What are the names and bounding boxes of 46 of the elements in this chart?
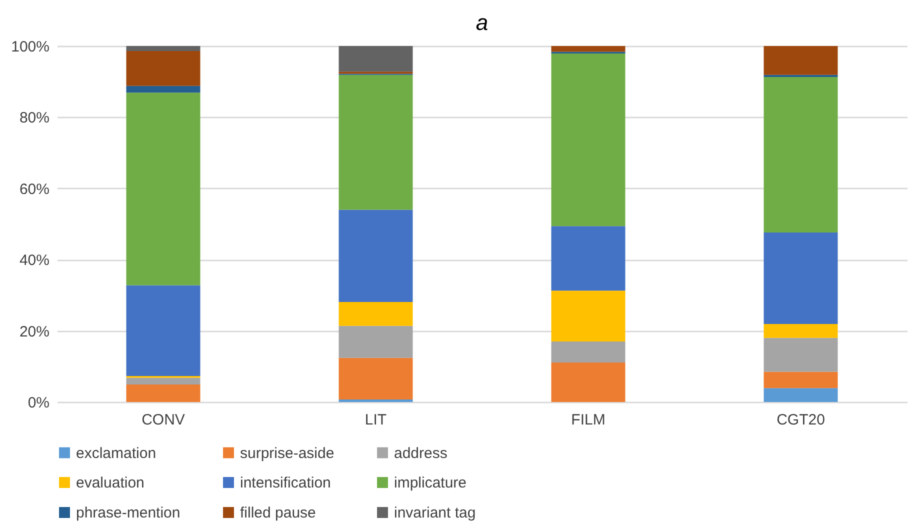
x-tick-label: CONV xyxy=(142,412,185,428)
bar xyxy=(764,388,838,402)
bar xyxy=(551,290,626,342)
y-tick-label: 80% xyxy=(19,110,50,127)
bar xyxy=(338,46,413,72)
bar xyxy=(764,76,838,233)
bar xyxy=(338,326,413,358)
bar xyxy=(551,53,626,226)
bar xyxy=(126,86,200,93)
legend-label: surprise-aside xyxy=(240,444,334,462)
bar xyxy=(338,74,413,210)
legend-label: address xyxy=(394,444,448,462)
bar xyxy=(551,46,626,52)
bar xyxy=(764,372,838,388)
legend-label: exclamation xyxy=(76,444,156,462)
legend-label: implicature xyxy=(394,474,467,492)
bar xyxy=(126,92,200,286)
x-tick-label: FILM xyxy=(571,412,606,428)
bar xyxy=(338,302,413,326)
chart-title: a xyxy=(476,10,488,35)
bar xyxy=(338,210,413,302)
y-tick-label: 60% xyxy=(19,180,50,198)
bar xyxy=(126,46,200,51)
y-tick-label: 0% xyxy=(28,394,50,412)
bar xyxy=(126,378,200,385)
bar xyxy=(551,226,626,291)
bar xyxy=(126,285,200,376)
legend-label: phrase-mention xyxy=(76,504,180,522)
x-tick-label: LIT xyxy=(364,412,387,428)
bar xyxy=(551,362,626,402)
bar xyxy=(338,358,413,400)
bar xyxy=(764,338,838,372)
bar xyxy=(126,384,200,402)
y-tick-label: 40% xyxy=(19,252,50,270)
y-tick-label: 20% xyxy=(19,323,50,340)
legend-label: intensification xyxy=(240,474,331,492)
bar xyxy=(764,46,838,75)
bar xyxy=(764,232,838,324)
legend-label: evaluation xyxy=(76,474,144,492)
bar xyxy=(551,341,626,362)
bar xyxy=(764,324,838,338)
bar xyxy=(126,50,200,86)
legend-label: filled pause xyxy=(240,504,316,522)
y-tick-label: 100% xyxy=(11,38,50,56)
legend-label: invariant tag xyxy=(394,504,476,522)
x-tick-label: CGT20 xyxy=(776,412,825,428)
